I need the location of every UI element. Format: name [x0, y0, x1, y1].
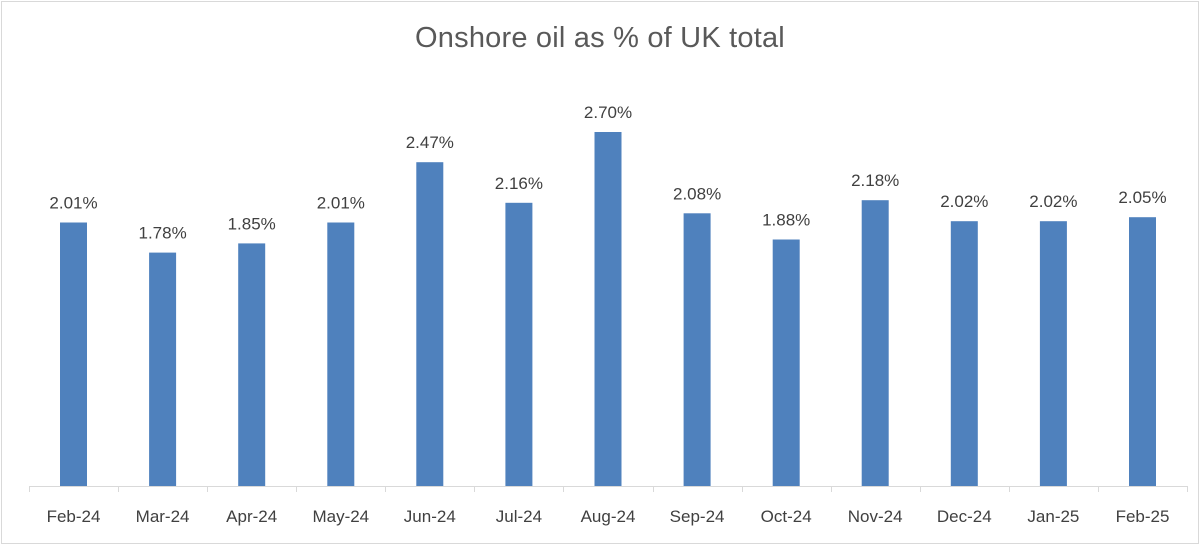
- bar: [1129, 217, 1156, 486]
- x-tick-label: Nov-24: [848, 507, 903, 526]
- x-tick-label: Mar-24: [136, 507, 190, 526]
- data-label: 1.78%: [138, 224, 186, 243]
- data-label: 2.01%: [317, 194, 365, 213]
- bar: [416, 162, 444, 486]
- x-tick-label: Oct-24: [761, 507, 812, 526]
- data-label: 2.01%: [49, 194, 97, 213]
- data-label: 2.18%: [851, 171, 899, 190]
- bar: [1039, 221, 1067, 486]
- bar: [861, 200, 889, 486]
- data-label: 2.02%: [940, 192, 988, 211]
- bar: [238, 243, 266, 486]
- bars-layer: [60, 132, 1156, 487]
- data-label: 2.70%: [584, 103, 632, 122]
- x-tick-label: Aug-24: [581, 507, 636, 526]
- x-tick-label: Apr-24: [226, 507, 277, 526]
- data-label: 2.05%: [1118, 188, 1166, 207]
- bar: [950, 221, 978, 486]
- data-label: 2.08%: [673, 184, 721, 203]
- x-tick-label: Sep-24: [670, 507, 725, 526]
- x-axis-ticks: [29, 486, 1188, 492]
- data-labels-layer: 2.01% 1.78% 1.85% 2.01% 2.47% 2.16% 2.70% 2.08%…: [49, 103, 1166, 243]
- x-tick-label: May-24: [312, 507, 369, 526]
- x-tick-label: Dec-24: [937, 507, 992, 526]
- data-label: 1.88%: [762, 211, 810, 230]
- data-label: 1.85%: [228, 214, 276, 233]
- x-tick-label: Jul-24: [496, 507, 542, 526]
- x-tick-label: Feb-24: [47, 507, 101, 526]
- data-label: 2.02%: [1029, 192, 1077, 211]
- x-axis-labels: Feb-24 Mar-24 Apr-24 May-24 Jun-24 Jul-24 Aug-…: [47, 507, 1170, 526]
- chart-title: Onshore oil as % of UK total: [415, 22, 785, 54]
- x-tick-label: Jun-24: [404, 507, 456, 526]
- bar: [505, 202, 533, 487]
- bar: [327, 222, 355, 486]
- bar: [772, 239, 800, 486]
- x-tick-label: Jan-25: [1027, 507, 1079, 526]
- bar: [683, 213, 711, 487]
- x-tick-label: Feb-25: [1116, 507, 1170, 526]
- bar: [149, 252, 177, 486]
- bar: [594, 132, 622, 486]
- data-label: 2.47%: [406, 133, 454, 152]
- data-label: 2.16%: [495, 174, 543, 193]
- bar: [60, 222, 87, 486]
